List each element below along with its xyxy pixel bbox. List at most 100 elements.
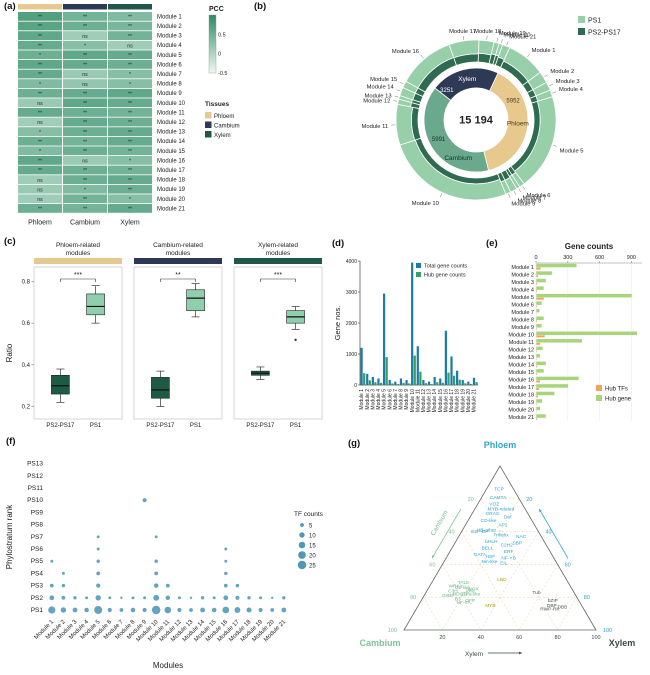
significance-mark: ** bbox=[83, 197, 87, 203]
donut-module-label: Module 11 bbox=[362, 124, 389, 130]
significance-mark: ** bbox=[83, 63, 87, 69]
bar-hub-gene bbox=[536, 339, 582, 343]
panel-e: (e) Gene counts 0 300 600 900 Module 1 Module … bbox=[484, 237, 650, 432]
row-label: Module 17 bbox=[508, 385, 534, 391]
box bbox=[151, 377, 170, 399]
tf-family-label: Dof bbox=[504, 514, 512, 520]
bar-hub-genes bbox=[441, 382, 444, 385]
donut-module-label: Module 14 bbox=[367, 85, 395, 91]
tf-family-label: OFP bbox=[465, 598, 475, 604]
x-tick-label: Module 20 bbox=[466, 389, 472, 413]
tf-count-dot bbox=[165, 583, 170, 588]
donut-chart: Phloem 5952 Cambium 5991 Xylem 3251 Module 1 Mo… bbox=[362, 16, 621, 208]
tf-family-label: TCP bbox=[494, 487, 504, 493]
y-tick-label: 3000 bbox=[346, 290, 357, 296]
tf-count-dot bbox=[49, 595, 55, 601]
significance-mark: ** bbox=[83, 24, 87, 30]
left-axis-tick: 80 bbox=[410, 595, 416, 601]
tissues-legend-swatch bbox=[205, 131, 212, 138]
tf-count-dot bbox=[200, 596, 205, 600]
donut-tissue-label: Phloem bbox=[507, 121, 529, 128]
heatmap-cell bbox=[63, 156, 107, 165]
bar-total-genes bbox=[467, 381, 470, 385]
significance-mark: ** bbox=[83, 149, 87, 155]
heatmap-cell bbox=[18, 165, 62, 175]
row-label: Module 7 bbox=[511, 310, 534, 316]
right-axis-tick: 40 bbox=[545, 530, 551, 536]
bar-total-genes bbox=[422, 380, 425, 385]
donut-tissue-label: 5991 bbox=[432, 137, 446, 143]
facet-strip bbox=[34, 258, 122, 264]
heatmap-cell bbox=[63, 117, 107, 127]
donut-module-label: Module 1 bbox=[532, 48, 556, 54]
donut-leader-line bbox=[552, 91, 557, 94]
bar-hub-tf bbox=[536, 305, 537, 308]
tf-count-dot bbox=[48, 606, 56, 614]
donut-module-label: Module 3 bbox=[556, 79, 580, 85]
heatmap-cell bbox=[63, 204, 107, 213]
panel-f: (f) Phylostratum rank PS1 PS2 PS3 PS4 PS5 PS6 P… bbox=[0, 432, 340, 675]
heatmap-cell bbox=[108, 98, 152, 108]
box bbox=[86, 293, 105, 316]
ps-rank-label: PS6 bbox=[31, 546, 44, 553]
facet-title: modules bbox=[266, 250, 291, 257]
x-tick-label: Module 6 bbox=[387, 389, 393, 410]
axis-arrowhead bbox=[432, 555, 435, 559]
size-legend-dot bbox=[298, 541, 306, 549]
significance-mark: ** bbox=[38, 91, 42, 97]
bar-total-genes bbox=[411, 262, 414, 385]
tf-count-dot bbox=[224, 547, 228, 551]
tf-count-dot bbox=[96, 559, 100, 563]
bar-hub-tf bbox=[536, 403, 537, 406]
ps-rank-label: PS12 bbox=[27, 473, 43, 480]
heatmap-cell bbox=[63, 146, 107, 156]
heatmap-cell bbox=[18, 136, 62, 146]
tf-count-dot bbox=[270, 596, 274, 600]
group-x-label: PS1 bbox=[290, 423, 302, 429]
bar-hub-genes bbox=[402, 382, 405, 385]
heatmap-cell bbox=[18, 50, 62, 60]
tf-count-dot bbox=[61, 571, 65, 575]
significance-mark: ** bbox=[83, 15, 87, 21]
x-tick-label: 900 bbox=[627, 255, 636, 261]
module-row-label: Module 1 bbox=[157, 14, 182, 20]
ps-rank-label: PS11 bbox=[28, 485, 44, 492]
tf-count-dot bbox=[153, 594, 160, 601]
row-label: Module 1 bbox=[511, 265, 534, 271]
heatmap-cell bbox=[108, 165, 152, 175]
y-tick-label: 4000 bbox=[346, 259, 357, 265]
tissue-header-bar bbox=[108, 4, 152, 10]
heatmap-cell bbox=[108, 136, 152, 146]
bar-total-genes bbox=[371, 376, 374, 385]
heatmap-cell bbox=[18, 184, 62, 194]
heatmap-cell bbox=[18, 79, 62, 88]
right-axis-tick: 100 bbox=[603, 628, 612, 634]
group-x-label: PS2-PS17 bbox=[46, 423, 75, 429]
donut-module-label: Module 5 bbox=[560, 148, 584, 154]
donut-leader-line bbox=[496, 37, 499, 42]
tf-family-label: NF-YB bbox=[501, 555, 515, 561]
module-row-label: Module 9 bbox=[157, 91, 182, 97]
module-row-label: Module 18 bbox=[157, 178, 186, 184]
size-legend-dot bbox=[297, 560, 307, 570]
heatmap-cell bbox=[108, 88, 152, 98]
bar-hub-tf bbox=[536, 418, 538, 421]
bar-hub-gene bbox=[536, 406, 541, 411]
module-row-label: Module 11 bbox=[157, 110, 185, 116]
significance-mark: ns bbox=[82, 72, 88, 78]
heatmap-cell bbox=[63, 60, 107, 69]
module-row-label: Module 2 bbox=[157, 24, 182, 30]
significance-mark: ns bbox=[82, 159, 88, 165]
tf-family-label: EIL bbox=[500, 560, 508, 566]
significance-mark: * bbox=[129, 82, 131, 88]
significance-mark: ** bbox=[128, 53, 132, 59]
x-tick-label: Module 19 bbox=[460, 389, 466, 413]
group-x-label: PS2-PS17 bbox=[146, 423, 175, 429]
heatmap-cell bbox=[18, 98, 62, 108]
donut-leader-line bbox=[549, 83, 554, 87]
x-axis-label: Modules bbox=[153, 661, 183, 670]
bar-hub-tf bbox=[536, 290, 537, 293]
heatmap-cell bbox=[108, 31, 152, 40]
tf-family-label: DBB bbox=[557, 605, 567, 611]
